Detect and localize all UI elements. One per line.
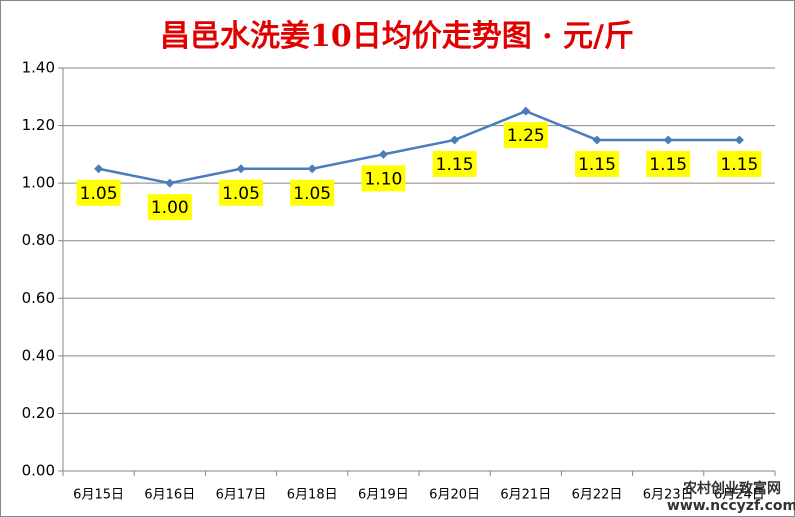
data-label: 1.05	[222, 184, 260, 204]
watermark: 农村创业致富网	[682, 480, 781, 497]
data-label-bg	[76, 179, 121, 206]
data-label-bg	[361, 165, 406, 192]
data-label: 1.15	[720, 155, 758, 175]
data-label: 1.15	[649, 155, 687, 175]
x-tick-label: 6月16日	[144, 488, 195, 503]
data-label-bg	[575, 150, 619, 177]
data-label-bg	[147, 194, 192, 221]
y-tick-label: 0.20	[22, 404, 55, 422]
data-point	[521, 106, 531, 116]
y-tick-label: 0.60	[22, 289, 55, 307]
data-label: 1.15	[578, 155, 616, 175]
data-point	[94, 164, 104, 174]
y-tick-label: 1.00	[22, 174, 55, 192]
y-tick-label: 1.40	[22, 59, 55, 77]
y-tick-label: 1.20	[22, 116, 55, 134]
series-line	[98, 109, 740, 185]
data-point	[165, 178, 175, 188]
x-tick-label: 6月19日	[358, 488, 409, 503]
chart-title: 昌邑水洗姜10日均价走势图 · 元/斤	[160, 19, 634, 54]
y-tick-label: 0.40	[22, 346, 55, 364]
data-label: 1.15	[436, 155, 474, 175]
data-point	[734, 135, 744, 145]
x-tick-label: 6月21日	[500, 488, 551, 503]
x-tick-label: 6月23日	[643, 488, 694, 503]
x-tick-label: 6月15日	[73, 488, 124, 503]
data-label: 1.05	[293, 184, 331, 204]
data-label-bg	[717, 150, 762, 177]
data-label: 1.10	[364, 169, 402, 189]
data-point	[450, 135, 460, 145]
y-tick-label: 0.80	[22, 231, 55, 249]
data-label: 1.25	[507, 126, 545, 146]
x-tick-label: 6月17日	[216, 488, 267, 503]
data-label: 1.05	[80, 184, 118, 204]
data-point	[378, 149, 388, 159]
x-tick-label: 6月24日	[714, 488, 765, 503]
data-label-bg	[503, 122, 548, 149]
x-tick-label: 6月18日	[287, 488, 338, 503]
data-label-bg	[290, 179, 335, 206]
y-tick-label: 0.00	[22, 462, 55, 480]
data-point	[592, 135, 602, 145]
x-tick-label: 6月22日	[572, 488, 623, 503]
watermark: www.nccyzf.com	[667, 498, 795, 514]
data-point	[236, 164, 246, 174]
data-label: 1.00	[151, 198, 189, 218]
data-point	[663, 135, 673, 145]
data-label-bg	[646, 150, 691, 177]
data-label-bg	[219, 179, 263, 206]
data-label-bg	[432, 150, 477, 177]
data-point	[307, 164, 317, 174]
x-tick-label: 6月20日	[429, 488, 480, 503]
